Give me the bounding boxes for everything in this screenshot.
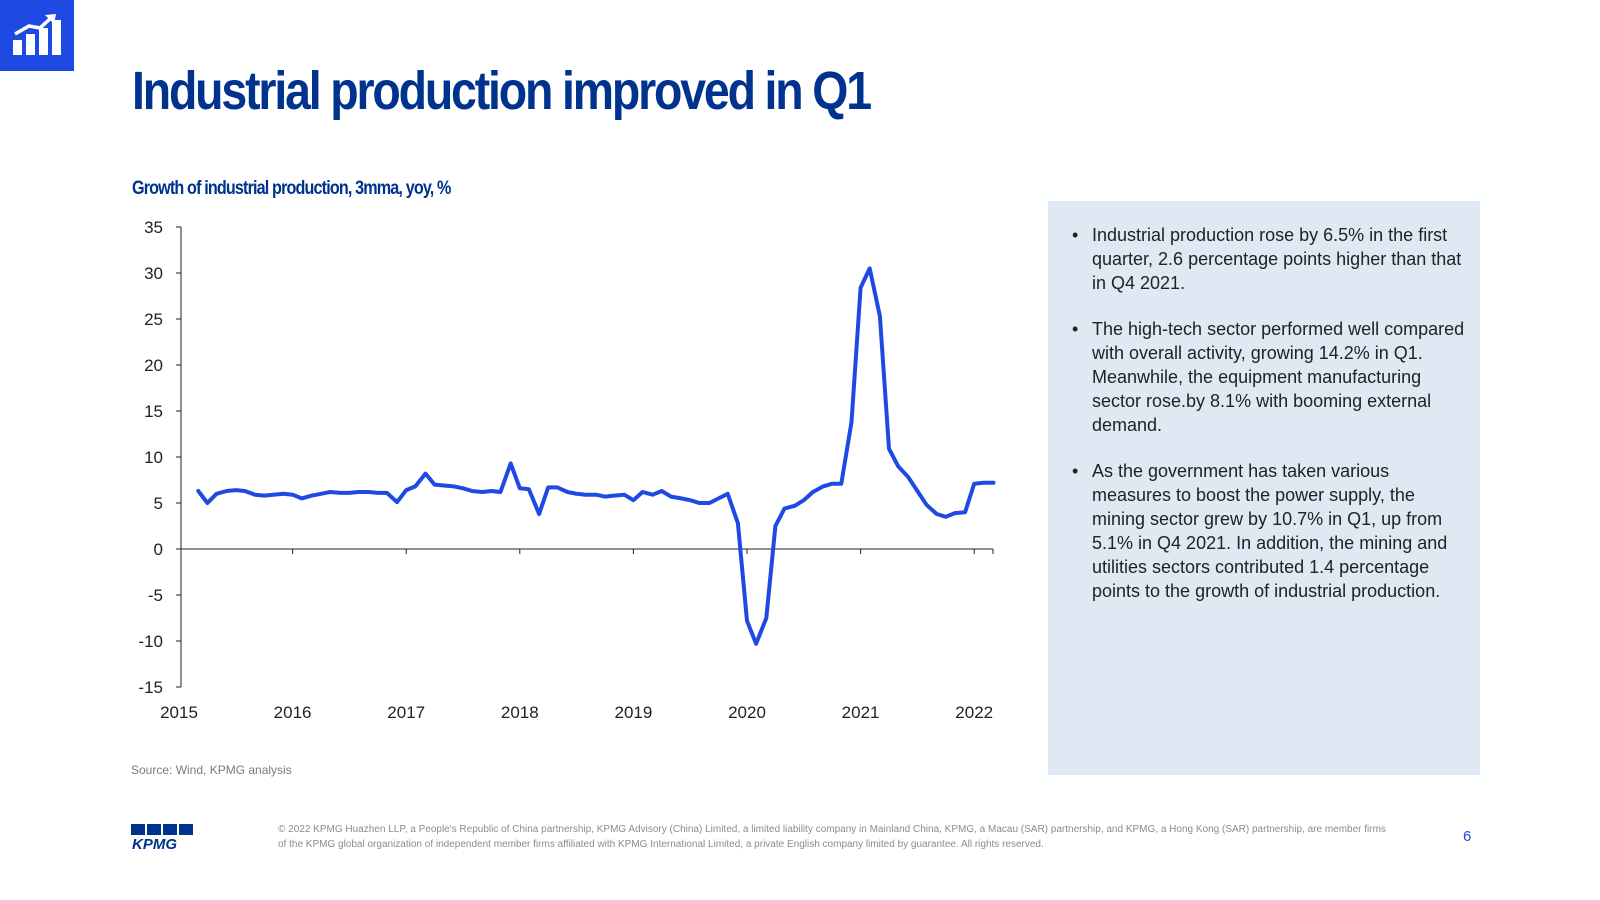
bar-chart-growth-icon bbox=[13, 14, 61, 55]
x-tick-label: 2020 bbox=[728, 703, 766, 722]
x-tick-label: 2018 bbox=[501, 703, 539, 722]
x-tick-label: 2022 bbox=[955, 703, 993, 722]
y-tick-label: -15 bbox=[138, 678, 163, 697]
bullet-text: As the government has taken various meas… bbox=[1092, 461, 1448, 601]
bullet-text: The high-tech sector performed well comp… bbox=[1092, 319, 1465, 435]
y-tick-label: 15 bbox=[144, 402, 163, 421]
y-tick-label: -5 bbox=[148, 586, 163, 605]
x-tick-label: 2019 bbox=[614, 703, 652, 722]
kpmg-logo: KPMG bbox=[131, 824, 193, 855]
copyright-footer: © 2022 KPMG Huazhen LLP, a People's Repu… bbox=[278, 824, 1386, 850]
x-tick-label: 2016 bbox=[274, 703, 312, 722]
y-tick-label: 10 bbox=[144, 448, 163, 467]
x-axis: 2015 2016 2017 2018 2019 2020 2021 2022 bbox=[160, 548, 994, 722]
bullet-dot: • bbox=[1072, 319, 1079, 339]
x-tick-label: 2017 bbox=[387, 703, 425, 722]
page-number: 6 bbox=[1463, 828, 1472, 845]
y-axis: 35 30 25 20 15 10 5 0 -5 -10 -15 bbox=[138, 218, 182, 697]
commentary-bullet: • Industrial production rose by 6.5% in … bbox=[1070, 223, 1466, 295]
commentary-list: • Industrial production rose by 6.5% in … bbox=[1048, 201, 1480, 603]
y-tick-label: 30 bbox=[144, 264, 163, 283]
commentary-bullet: • The high-tech sector performed well co… bbox=[1070, 317, 1466, 437]
x-tick-label: 2015 bbox=[160, 703, 198, 722]
chart-subtitle: Growth of industrial production, 3mma, y… bbox=[132, 178, 451, 199]
y-tick-label: 5 bbox=[154, 494, 163, 513]
series-group bbox=[196, 266, 996, 646]
bullet-text: Industrial production rose by 6.5% in th… bbox=[1092, 225, 1462, 293]
y-tick-label: 35 bbox=[144, 218, 163, 237]
commentary-bullet: • As the government has taken various me… bbox=[1070, 459, 1466, 603]
y-tick-label: 0 bbox=[154, 540, 163, 559]
x-tick-label: 2021 bbox=[842, 703, 880, 722]
logo-text: KPMG bbox=[132, 836, 177, 850]
bullet-dot: • bbox=[1072, 461, 1079, 481]
source-note: Source: Wind, KPMG analysis bbox=[131, 763, 292, 777]
y-tick-label: 20 bbox=[144, 356, 163, 375]
y-tick-label: -10 bbox=[138, 632, 163, 651]
y-tick-label: 25 bbox=[144, 310, 163, 329]
bullet-dot: • bbox=[1072, 225, 1079, 245]
commentary-panel: • Industrial production rose by 6.5% in … bbox=[1048, 201, 1480, 775]
series-line bbox=[196, 266, 996, 646]
page-title: Industrial production improved in Q1 bbox=[132, 61, 872, 121]
corner-badge bbox=[0, 0, 74, 71]
